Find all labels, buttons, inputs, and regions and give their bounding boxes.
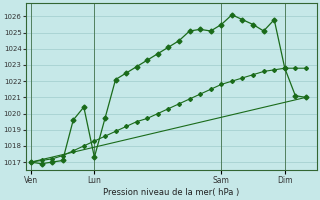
X-axis label: Pression niveau de la mer( hPa ): Pression niveau de la mer( hPa ): [103, 188, 239, 197]
